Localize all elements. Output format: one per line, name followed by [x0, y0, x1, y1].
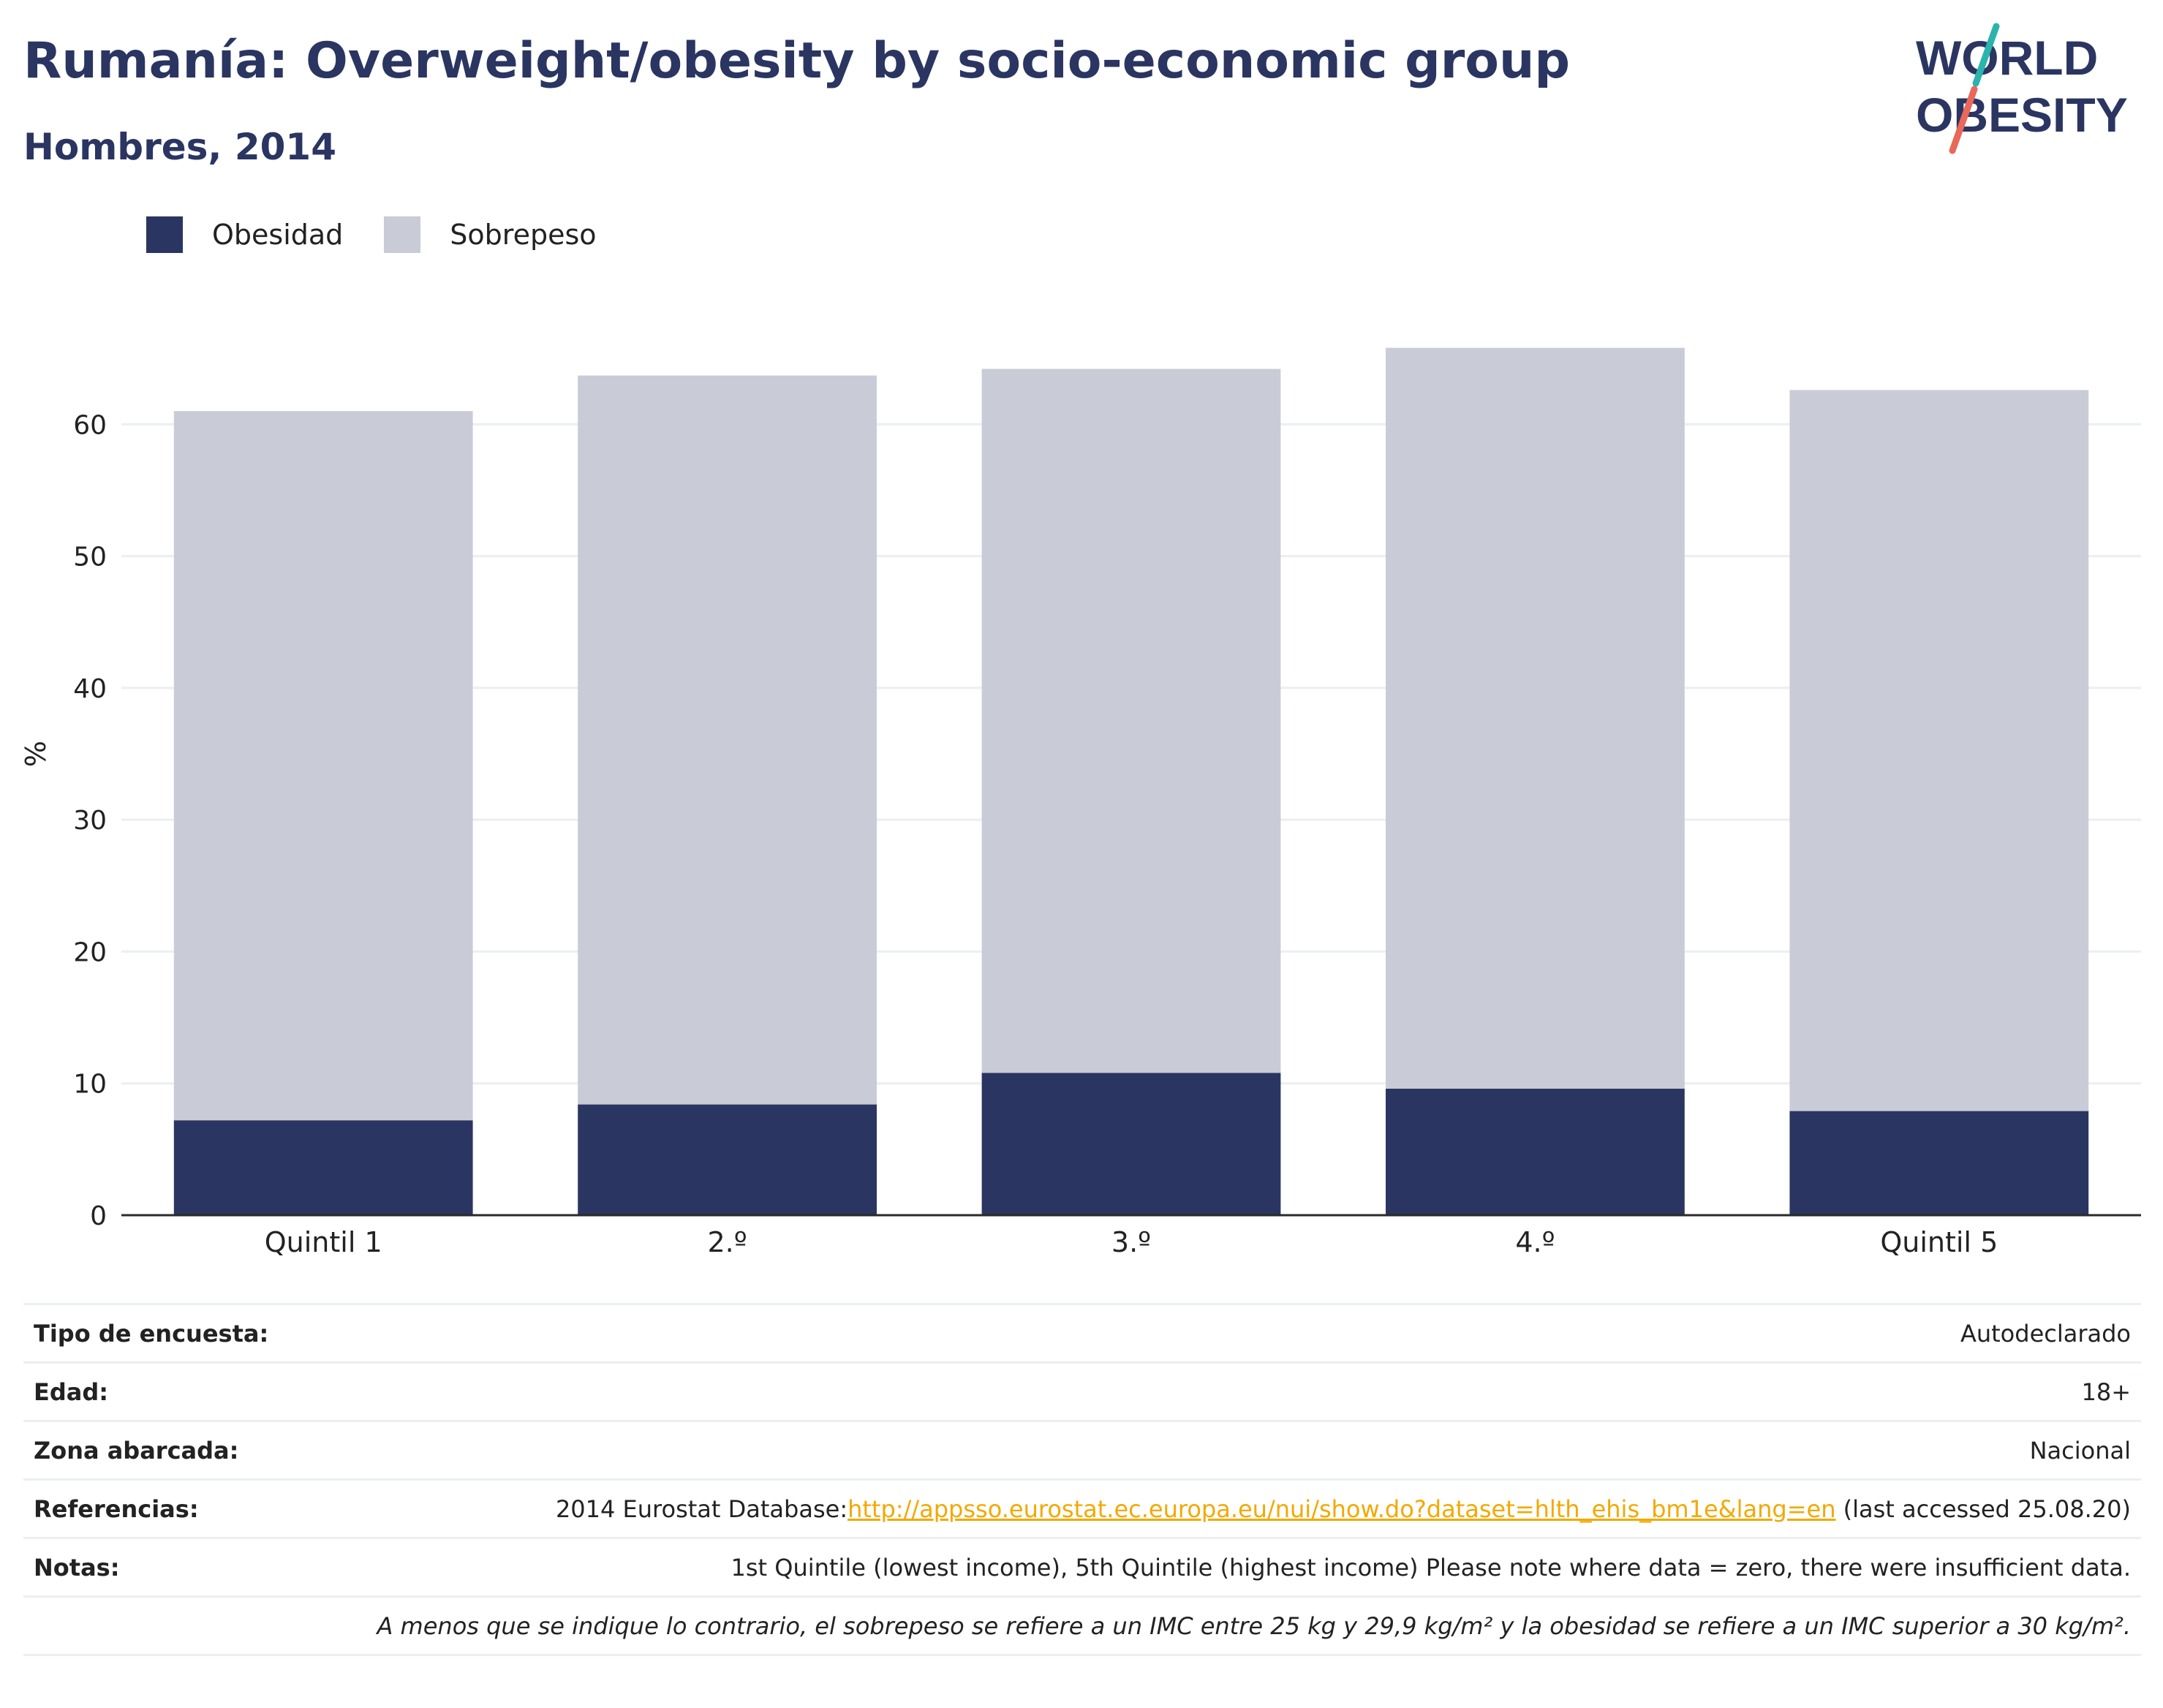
legend-item-sobrepeso: Sobrepeso — [384, 216, 597, 253]
info-value: 1st Quintile (lowest income), 5th Quinti… — [731, 1553, 2132, 1582]
chart-subtitle: Hombres, 2014 — [23, 126, 336, 168]
stacked-bar-chart: 0 10 20 30 40 50 60% Quintil 1 2.º 3.º 4.º Quintil … — [20, 347, 2141, 1258]
info-key: Edad: — [34, 1378, 109, 1406]
info-key: Zona abarcada: — [34, 1436, 239, 1465]
y-axis-label: % — [20, 741, 52, 767]
info-key: Tipo de encuesta: — [34, 1319, 269, 1348]
legend-label-sobrepeso: Sobrepeso — [450, 219, 597, 251]
bar-sobrepeso — [173, 411, 473, 1121]
bar-obesidad — [1789, 1111, 2089, 1215]
chart-title: Rumanía: Overweight/obesity by socio-eco… — [23, 32, 1571, 90]
info-row-age: Edad: 18+ — [23, 1364, 2141, 1422]
info-key: Notas: — [34, 1553, 120, 1582]
bar-obesidad — [1386, 1088, 1685, 1215]
info-value: Nacional — [2029, 1436, 2131, 1465]
info-value: 2014 Eurostat Database:http://appsso.eur… — [556, 1495, 2131, 1523]
reference-suffix: (last accessed 25.08.20) — [1835, 1494, 2131, 1523]
world-obesity-logo: WORLD OBESITY — [1916, 23, 2128, 154]
y-tick-label: 30 — [73, 806, 107, 836]
reference-prefix: 2014 Eurostat Database: — [555, 1494, 848, 1523]
bar-sobrepeso — [578, 375, 877, 1105]
y-tick-label: 40 — [73, 674, 107, 704]
svg-text:WORLD: WORLD — [1916, 31, 2098, 85]
svg-text:OBESITY: OBESITY — [1916, 88, 2128, 142]
info-table: Tipo de encuesta: Autodeclarado Edad: 18… — [23, 1303, 2141, 1656]
reference-link[interactable]: http://appsso.eurostat.ec.europa.eu/nui/… — [848, 1494, 1836, 1523]
info-footnote: A menos que se indique lo contrario, el … — [23, 1598, 2141, 1656]
footnote-text: A menos que se indique lo contrario, el … — [377, 1611, 2131, 1640]
bar-sobrepeso — [1789, 390, 2089, 1111]
bar-sobrepeso — [981, 369, 1281, 1073]
x-tick-label: Quintil 5 — [1880, 1226, 1998, 1258]
bar-obesidad — [578, 1104, 877, 1215]
x-tick-label: Quintil 1 — [265, 1226, 382, 1258]
info-row-notes: Notas: 1st Quintile (lowest income), 5th… — [23, 1539, 2141, 1598]
y-tick-label: 0 — [90, 1201, 107, 1231]
y-tick-label: 10 — [73, 1070, 107, 1100]
x-tick-label: 4.º — [1515, 1226, 1555, 1258]
bar-sobrepeso — [1386, 347, 1685, 1089]
info-value: 18+ — [2081, 1378, 2131, 1406]
bar-obesidad — [173, 1120, 473, 1215]
legend-item-obesidad: Obesidad — [146, 216, 343, 253]
info-row-references: Referencias: 2014 Eurostat Database:http… — [23, 1481, 2141, 1539]
y-tick-label: 50 — [73, 543, 107, 573]
legend-swatch-sobrepeso — [384, 216, 421, 253]
x-tick-label: 2.º — [708, 1226, 747, 1258]
chart-legend: Obesidad Sobrepeso — [146, 216, 638, 253]
legend-label-obesidad: Obesidad — [212, 219, 344, 251]
x-tick-label: 3.º — [1111, 1226, 1151, 1258]
info-key: Referencias: — [34, 1494, 199, 1523]
y-tick-label: 20 — [73, 937, 107, 967]
y-tick-label: 60 — [73, 410, 107, 440]
bar-obesidad — [981, 1073, 1281, 1215]
legend-swatch-obesidad — [146, 216, 183, 253]
info-row-area: Zona abarcada: Nacional — [23, 1422, 2141, 1481]
info-value: Autodeclarado — [1960, 1319, 2131, 1348]
info-row-survey-type: Tipo de encuesta: Autodeclarado — [23, 1305, 2141, 1364]
